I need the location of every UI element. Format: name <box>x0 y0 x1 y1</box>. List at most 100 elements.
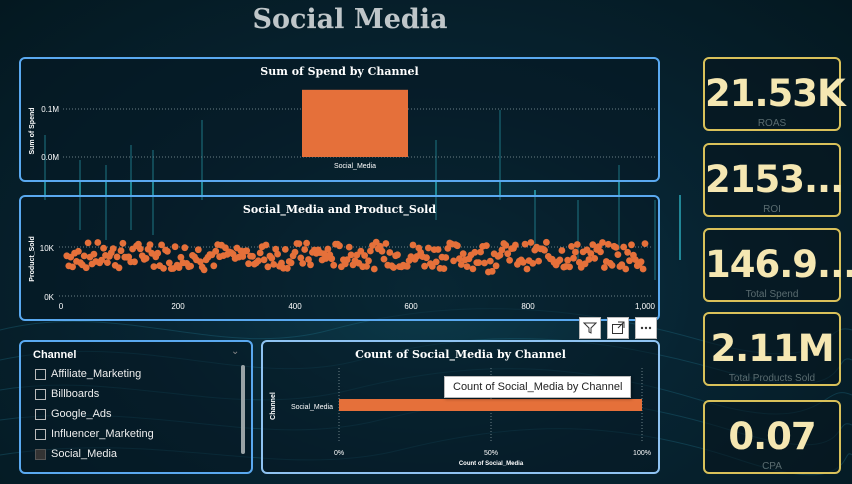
scatter-point <box>345 243 353 251</box>
scatter-point <box>278 259 285 267</box>
scatter-point <box>80 252 88 260</box>
kpi-card-total-products-sold[interactable]: 2.11M Total Products Sold <box>703 312 841 386</box>
scatter-point <box>463 263 471 270</box>
slicer-item-label: Affiliate_Marketing <box>51 368 142 380</box>
scatter-chart-title: Social_Media and Product_Sold <box>242 203 437 216</box>
scatter-point <box>570 254 577 262</box>
scatter-point <box>171 243 179 251</box>
scatter-point <box>556 256 564 264</box>
scatter-xtick-0: 0 <box>59 302 64 311</box>
scatter-point <box>543 238 550 246</box>
kpi-card-roi[interactable]: 2153... ROI <box>703 143 844 217</box>
scatter-point <box>243 247 251 255</box>
scatter-point <box>165 259 173 267</box>
checkbox-icon[interactable] <box>35 429 46 440</box>
page-title: Social Media <box>252 4 448 35</box>
scatter-point <box>328 255 336 263</box>
kpi-label: ROI <box>763 204 781 215</box>
checkbox-icon[interactable] <box>35 409 46 420</box>
scatter-points <box>63 238 649 276</box>
scatter-point <box>98 256 105 264</box>
scatter-xtick-800: 800 <box>521 302 535 311</box>
scatter-point <box>175 264 183 271</box>
scatter-point <box>160 265 167 272</box>
scatter-point <box>69 263 76 271</box>
filter-icon[interactable] <box>579 317 601 339</box>
scatter-point <box>618 261 626 269</box>
scatter-point <box>477 248 484 256</box>
slicer-item-google-ads[interactable]: Google_Ads <box>35 408 112 420</box>
scatter-point <box>486 257 494 265</box>
kpi-card-roas[interactable]: 21.53K ROAS <box>703 57 846 131</box>
kpi-card-total-spend[interactable]: 146.9... Total Spend <box>703 228 852 302</box>
scatter-point <box>527 239 535 246</box>
spend-category-label: Social_Media <box>334 163 376 170</box>
scatter-point <box>597 248 604 256</box>
slicer-item-affiliate-marketing[interactable]: Affiliate_Marketing <box>35 368 141 380</box>
more-options-icon[interactable] <box>635 317 657 339</box>
scatter-point <box>481 259 488 267</box>
scatter-point <box>589 241 597 248</box>
scatter-point <box>428 262 436 270</box>
scatter-point <box>287 259 295 267</box>
scatter-point <box>456 255 463 263</box>
scatter-point <box>361 252 368 259</box>
scatter-point <box>394 251 401 259</box>
scatter-point <box>488 267 496 275</box>
count-by-channel-chart[interactable]: Count of Social_Media by Channel Channel… <box>261 340 660 474</box>
scatter-xtick-1000: 1,000 <box>635 302 656 311</box>
scatter-point <box>535 257 542 265</box>
spend-ytick-zero: 0.0M <box>41 153 59 162</box>
scatter-point <box>591 255 599 262</box>
scatter-point <box>299 260 307 267</box>
count-bar-social-media[interactable] <box>339 399 642 411</box>
scatter-point <box>425 244 432 252</box>
spend-bar-social-media[interactable] <box>302 89 408 157</box>
scatter-point <box>336 242 343 250</box>
spend-by-channel-chart[interactable]: Sum of Spend by Channel Sum of Spend 0.1… <box>19 57 660 182</box>
scatter-point <box>469 265 477 273</box>
checkbox-icon[interactable] <box>35 449 46 460</box>
scatter-point <box>301 246 309 253</box>
social-media-product-sold-chart[interactable]: Social_Media and Product_Sold Product_So… <box>19 195 660 321</box>
scatter-point <box>529 260 537 267</box>
chevron-down-icon[interactable]: ⌄ <box>231 346 240 357</box>
focus-mode-icon[interactable] <box>607 317 629 339</box>
scatter-ytick-zero: 0K <box>44 293 54 302</box>
scatter-point <box>519 258 527 266</box>
scatter-point <box>521 240 529 248</box>
slicer-item-billboards[interactable]: Billboards <box>35 388 99 400</box>
checkbox-icon[interactable] <box>35 369 46 380</box>
kpi-value: 21.53K <box>705 72 846 115</box>
count-xtick-100: 100% <box>633 450 651 457</box>
slicer-title: Channel <box>33 349 77 361</box>
scatter-point <box>506 256 513 264</box>
spend-chart-title: Sum of Spend by Channel <box>260 65 419 78</box>
scatter-point <box>558 247 566 254</box>
slicer-scrollbar[interactable] <box>241 365 245 454</box>
slicer-item-label: Billboards <box>51 388 100 400</box>
scatter-point <box>631 256 639 263</box>
scatter-point <box>260 256 268 264</box>
slicer-item-influencer-marketing[interactable]: Influencer_Marketing <box>35 428 154 440</box>
scatter-point <box>254 257 262 265</box>
scatter-point <box>541 246 548 254</box>
count-chart-title: Count of Social_Media by Channel <box>355 348 566 361</box>
scatter-point <box>572 248 579 256</box>
scatter-point <box>146 241 154 248</box>
scatter-point <box>94 239 102 246</box>
scatter-point <box>270 261 278 268</box>
scatter-point <box>390 264 397 271</box>
scatter-point <box>523 265 531 273</box>
scatter-point <box>75 247 82 255</box>
slicer-item-social-media[interactable]: Social_Media <box>35 448 117 460</box>
channel-slicer[interactable]: Channel ⌄ Affiliate_Marketing Billboards… <box>19 340 253 474</box>
kpi-card-cpa[interactable]: 0.07 CPA <box>703 400 841 474</box>
scatter-point <box>641 240 649 247</box>
checkbox-icon[interactable] <box>35 389 46 400</box>
count-chart-xlabel: Count of Social_Media <box>459 461 524 467</box>
kpi-value: 0.07 <box>728 415 816 458</box>
scatter-point <box>585 256 593 263</box>
kpi-value: 146.9... <box>705 243 852 286</box>
chart-tooltip: Count of Social_Media by Channel <box>444 376 632 398</box>
